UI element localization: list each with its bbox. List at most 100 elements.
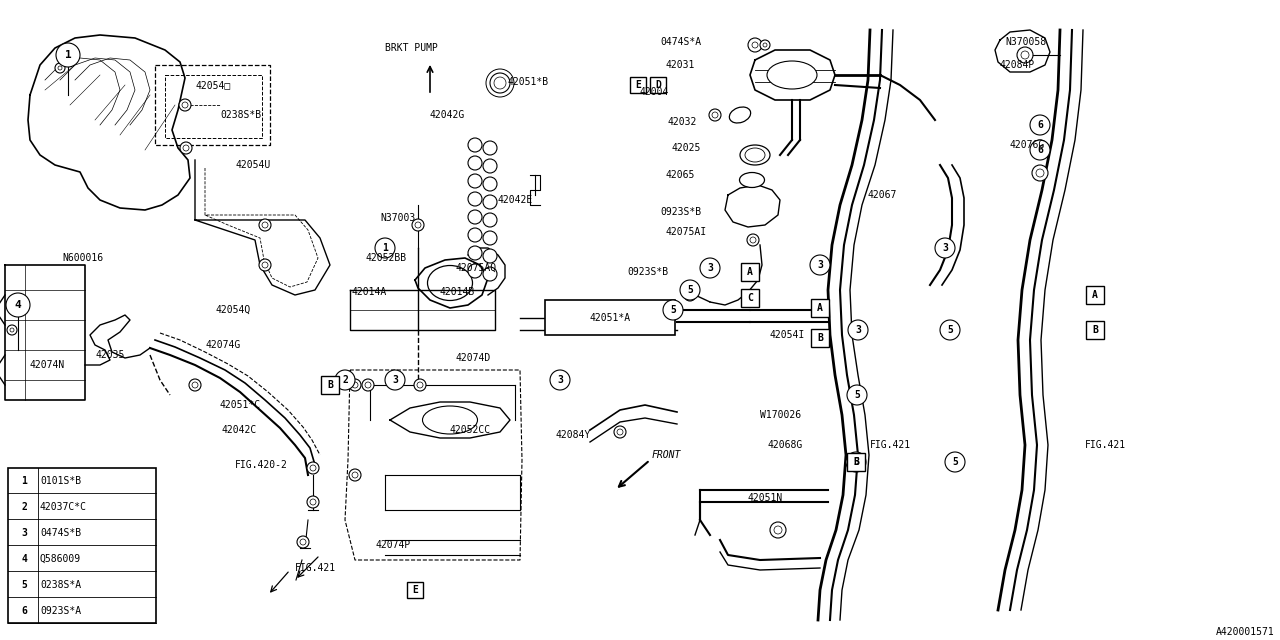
Circle shape (468, 156, 483, 170)
Text: B: B (852, 457, 859, 467)
Text: 42051*B: 42051*B (508, 77, 549, 87)
Text: 42075AQ: 42075AQ (454, 263, 497, 273)
Circle shape (846, 452, 867, 472)
Text: 42032: 42032 (668, 117, 698, 127)
Text: 42037C*C: 42037C*C (40, 502, 87, 512)
Circle shape (183, 145, 189, 151)
Text: 42025: 42025 (672, 143, 701, 153)
Circle shape (385, 370, 404, 390)
Text: 3: 3 (557, 375, 563, 385)
Text: 42075AI: 42075AI (666, 227, 707, 237)
Circle shape (307, 462, 319, 474)
Circle shape (259, 219, 271, 231)
Circle shape (468, 192, 483, 206)
Bar (812, 329, 829, 347)
Circle shape (687, 292, 692, 298)
Text: 3: 3 (20, 528, 27, 538)
Text: D: D (655, 80, 660, 90)
Circle shape (1032, 165, 1048, 181)
Text: 6: 6 (1037, 120, 1043, 130)
Text: 42052CC: 42052CC (451, 425, 492, 435)
Text: E: E (635, 80, 641, 90)
Ellipse shape (740, 173, 764, 188)
Circle shape (940, 320, 960, 340)
Text: N600016: N600016 (61, 253, 104, 263)
Text: 1: 1 (64, 50, 72, 60)
Circle shape (483, 141, 497, 155)
Text: 42042E: 42042E (497, 195, 532, 205)
Circle shape (180, 142, 192, 154)
Circle shape (1036, 144, 1044, 152)
Text: B: B (328, 380, 333, 390)
Text: 42031: 42031 (666, 60, 694, 70)
Circle shape (774, 526, 782, 534)
Text: E: E (412, 585, 419, 595)
Circle shape (709, 109, 721, 121)
Text: 42014B: 42014B (440, 287, 475, 297)
Text: FIG.421: FIG.421 (1085, 440, 1126, 450)
Circle shape (55, 63, 65, 73)
Circle shape (934, 238, 955, 258)
Text: 1: 1 (381, 243, 388, 253)
Circle shape (352, 472, 358, 478)
Circle shape (490, 73, 509, 93)
Circle shape (748, 38, 762, 52)
Text: 4: 4 (20, 554, 27, 564)
Text: 0923S*B: 0923S*B (660, 207, 701, 217)
Circle shape (468, 246, 483, 260)
Circle shape (483, 177, 497, 191)
Text: 0238S*A: 0238S*A (40, 580, 81, 590)
Text: FIG.421: FIG.421 (294, 563, 337, 573)
Circle shape (945, 452, 965, 472)
Circle shape (847, 385, 867, 405)
Text: 0923S*A: 0923S*A (40, 606, 81, 616)
Text: 4: 4 (14, 300, 22, 310)
Text: 42084Y: 42084Y (556, 430, 590, 440)
Text: B: B (817, 333, 823, 343)
Circle shape (468, 210, 483, 224)
Text: 42054I: 42054I (771, 330, 805, 340)
Circle shape (13, 496, 35, 518)
Text: 42074N: 42074N (29, 360, 65, 370)
Text: 42076G: 42076G (1010, 140, 1046, 150)
Circle shape (10, 328, 14, 332)
Bar (545, 300, 675, 335)
Text: 3: 3 (855, 325, 861, 335)
Text: 42065: 42065 (666, 170, 694, 180)
Text: W170026: W170026 (760, 410, 801, 420)
Ellipse shape (422, 406, 477, 434)
Circle shape (748, 234, 759, 246)
Text: 42004: 42004 (640, 87, 669, 97)
Text: 42054U: 42054U (236, 160, 270, 170)
Circle shape (417, 382, 422, 388)
Circle shape (763, 43, 767, 47)
Text: N370058: N370058 (1005, 37, 1046, 47)
Circle shape (13, 548, 35, 570)
Text: 42051*A: 42051*A (589, 313, 631, 323)
Text: 5: 5 (852, 457, 859, 467)
Circle shape (753, 42, 758, 48)
Bar (8, 468, 156, 623)
Circle shape (192, 382, 198, 388)
Circle shape (483, 213, 497, 227)
Bar (847, 453, 865, 471)
Circle shape (810, 255, 829, 275)
Ellipse shape (745, 148, 765, 162)
Text: 2: 2 (342, 375, 348, 385)
Text: 5: 5 (687, 285, 692, 295)
Text: C: C (748, 293, 753, 303)
Text: 6: 6 (20, 606, 27, 616)
Text: 42035: 42035 (95, 350, 124, 360)
Bar (741, 289, 759, 307)
Circle shape (412, 219, 424, 231)
Circle shape (13, 600, 35, 622)
Circle shape (58, 66, 61, 70)
Circle shape (13, 522, 35, 544)
Circle shape (413, 379, 426, 391)
Text: 42051*C: 42051*C (220, 400, 261, 410)
Circle shape (614, 426, 626, 438)
Circle shape (300, 539, 306, 545)
Circle shape (352, 382, 358, 388)
Circle shape (483, 267, 497, 281)
Circle shape (550, 370, 570, 390)
